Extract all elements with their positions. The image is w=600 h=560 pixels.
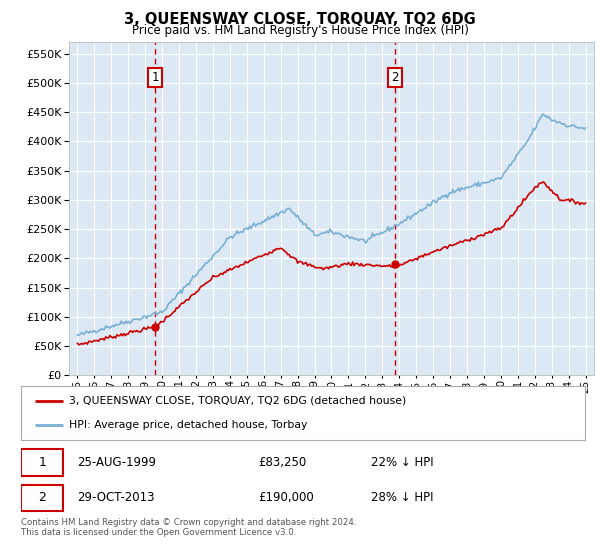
Text: 3, QUEENSWAY CLOSE, TORQUAY, TQ2 6DG (detached house): 3, QUEENSWAY CLOSE, TORQUAY, TQ2 6DG (de… [69, 396, 406, 406]
Text: 25-AUG-1999: 25-AUG-1999 [77, 456, 157, 469]
Text: 22% ↓ HPI: 22% ↓ HPI [371, 456, 433, 469]
FancyBboxPatch shape [21, 484, 64, 511]
Text: 2: 2 [391, 71, 399, 83]
Text: 1: 1 [38, 456, 46, 469]
Text: 29-OCT-2013: 29-OCT-2013 [77, 491, 155, 505]
Text: Price paid vs. HM Land Registry's House Price Index (HPI): Price paid vs. HM Land Registry's House … [131, 24, 469, 36]
Text: 2: 2 [38, 491, 46, 505]
Text: 28% ↓ HPI: 28% ↓ HPI [371, 491, 433, 505]
FancyBboxPatch shape [21, 449, 64, 476]
Text: 3, QUEENSWAY CLOSE, TORQUAY, TQ2 6DG: 3, QUEENSWAY CLOSE, TORQUAY, TQ2 6DG [124, 12, 476, 27]
Text: Contains HM Land Registry data © Crown copyright and database right 2024.
This d: Contains HM Land Registry data © Crown c… [21, 518, 356, 538]
Text: £190,000: £190,000 [258, 491, 314, 505]
Text: 1: 1 [151, 71, 159, 83]
Text: HPI: Average price, detached house, Torbay: HPI: Average price, detached house, Torb… [69, 420, 307, 430]
Text: £83,250: £83,250 [258, 456, 306, 469]
